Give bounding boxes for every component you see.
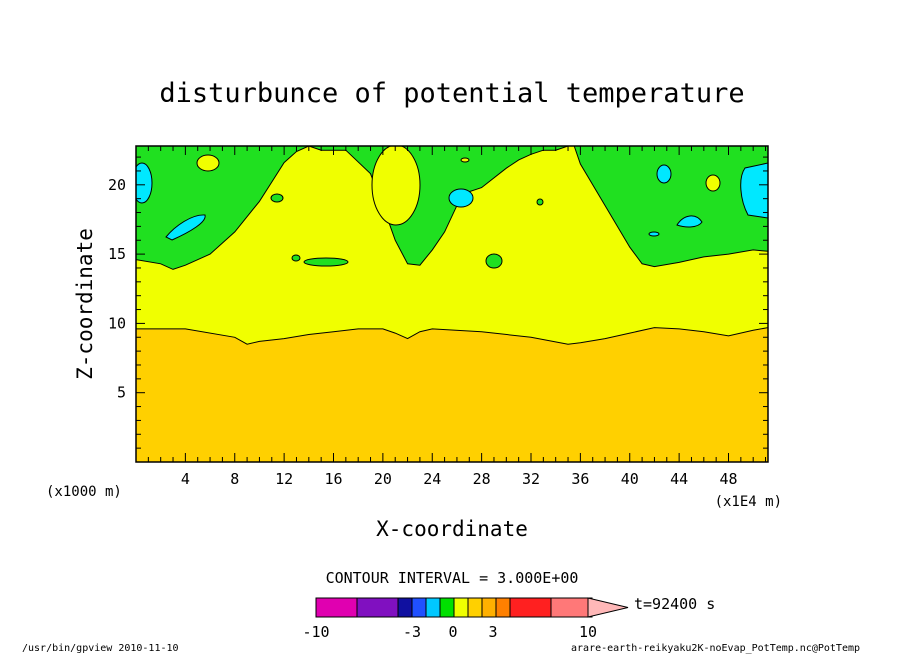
- colorbar-swatch: [495, 597, 511, 618]
- green-island: [303, 257, 349, 267]
- x-tick-label: 12: [275, 470, 293, 488]
- colorbar-swatch: [425, 597, 441, 618]
- x-tick-label: 4: [181, 470, 190, 488]
- island-patches: [136, 146, 768, 269]
- colorbar-swatch: [356, 597, 399, 618]
- cyan-island: [656, 164, 672, 184]
- contour-interval: CONTOUR INTERVAL = 3.000E+00: [326, 569, 579, 587]
- colorbar-tick-label: -10: [302, 623, 329, 641]
- y-tick-label: 15: [108, 245, 126, 263]
- cyan-island: [648, 231, 660, 237]
- x-tick-label: 8: [230, 470, 239, 488]
- colorbar-swatch: [550, 597, 593, 618]
- time-label: t=92400 s: [634, 595, 715, 613]
- colorbar-swatch: [509, 597, 552, 618]
- colorbar-tick-label: -3: [403, 623, 421, 641]
- y-axis-label: Z-coordinate: [73, 228, 97, 380]
- x-axis-label: X-coordinate: [376, 517, 528, 541]
- colorbar-swatch: [453, 597, 469, 618]
- colorbar-swatch: [467, 597, 483, 618]
- boundary-line-lower: [136, 327, 768, 345]
- colorbar: [315, 597, 629, 618]
- x-tick-label: 28: [473, 470, 491, 488]
- cyan-island: [676, 215, 703, 228]
- x-tick-label: 32: [522, 470, 540, 488]
- x-tick-label: 20: [374, 470, 392, 488]
- cyan-island: [740, 162, 768, 219]
- y-tick-label: 10: [108, 314, 126, 332]
- colorbar-arrow: [587, 597, 629, 618]
- footer-left: /usr/bin/gpview 2010-11-10: [22, 643, 179, 654]
- footer-right: arare-earth-reikyaku2K-noEvap_PotTemp.nc…: [571, 643, 860, 654]
- yellow-island: [371, 146, 421, 226]
- cyan-island: [448, 188, 474, 208]
- plot-area: [136, 146, 768, 462]
- plot-frame: [135, 145, 769, 463]
- chart-title: disturbunce of potential temperature: [159, 78, 744, 109]
- colorbar-tick-label: 0: [448, 623, 457, 641]
- x-tick-label: 40: [621, 470, 639, 488]
- green-island: [270, 193, 284, 203]
- colorbar-swatch: [315, 597, 358, 618]
- colorbar-swatch: [481, 597, 497, 618]
- colorbar-tick-label: 10: [579, 623, 597, 641]
- yellow-island: [196, 154, 220, 172]
- colorbar-tick-label: 3: [488, 623, 497, 641]
- yellow-island: [705, 174, 721, 192]
- colorbar-swatch: [411, 597, 427, 618]
- green-island: [536, 198, 544, 206]
- cyan-island: [136, 162, 153, 204]
- colorbar-tick-labels: -10 -3 0 3 10: [302, 623, 597, 641]
- x-tick-label: 44: [670, 470, 688, 488]
- x-axis-ticks: 4 8 12 16 20 24 28 32 36 40 44 48: [135, 146, 767, 488]
- y-axis-ticks: 5 10 15 20: [108, 156, 768, 463]
- region-lower: [136, 327, 768, 462]
- y-tick-label: 5: [117, 384, 126, 402]
- x-tick-label: 36: [571, 470, 589, 488]
- x-tick-label: 48: [719, 470, 737, 488]
- x-axis-unit-right: (x1E4 m): [715, 494, 782, 510]
- cyan-island: [165, 214, 206, 241]
- yellow-island: [460, 157, 470, 163]
- colorbar-swatch: [439, 597, 455, 618]
- y-tick-label: 20: [108, 176, 126, 194]
- green-island: [291, 254, 301, 262]
- green-island: [485, 253, 503, 269]
- boundary-line-upper: [136, 146, 768, 270]
- x-tick-label: 16: [324, 470, 342, 488]
- x-axis-unit-left: (x1000 m): [46, 484, 122, 500]
- x-tick-label: 24: [423, 470, 441, 488]
- colorbar-swatch: [397, 597, 413, 618]
